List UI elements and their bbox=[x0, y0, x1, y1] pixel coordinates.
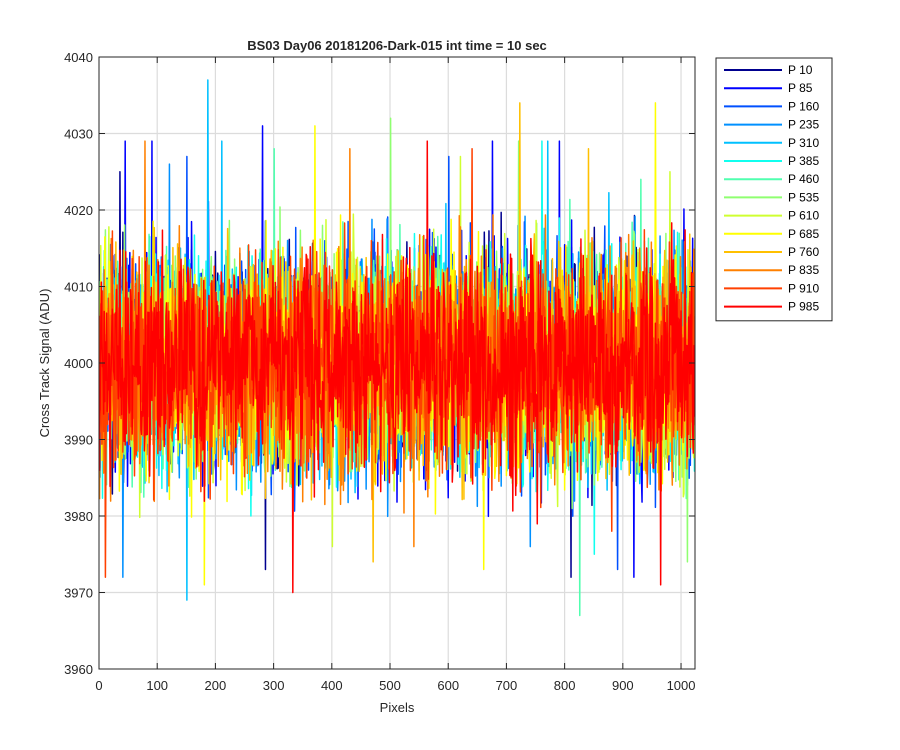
x-tick-label: 0 bbox=[95, 678, 102, 693]
legend-label: P 385 bbox=[788, 154, 819, 168]
legend-item[interactable]: P 460 bbox=[724, 172, 819, 186]
y-axis-label: Cross Track Signal (ADU) bbox=[37, 289, 52, 438]
legend-item[interactable]: P 835 bbox=[724, 263, 819, 277]
x-tick-label: 700 bbox=[496, 678, 518, 693]
legend-label: P 460 bbox=[788, 172, 819, 186]
x-tick-label: 100 bbox=[146, 678, 168, 693]
x-axis-label: Pixels bbox=[380, 700, 415, 715]
legend-item[interactable]: P 385 bbox=[724, 154, 819, 168]
legend-item[interactable]: P 535 bbox=[724, 190, 819, 204]
series-group bbox=[99, 79, 695, 617]
y-tick-label: 4010 bbox=[64, 280, 93, 295]
x-tick-label: 600 bbox=[437, 678, 459, 693]
y-tick-label: 3960 bbox=[64, 662, 93, 677]
legend-item[interactable]: P 10 bbox=[724, 63, 813, 77]
legend-label: P 910 bbox=[788, 281, 819, 295]
legend-label: P 760 bbox=[788, 245, 819, 259]
x-tick-label: 1000 bbox=[667, 678, 696, 693]
y-tick-label: 3970 bbox=[64, 586, 93, 601]
legend-label: P 310 bbox=[788, 136, 819, 150]
legend-item[interactable]: P 760 bbox=[724, 245, 819, 259]
legend-item[interactable]: P 985 bbox=[724, 300, 819, 314]
x-tick-label: 200 bbox=[205, 678, 227, 693]
legend-label: P 610 bbox=[788, 209, 819, 223]
x-tick-label: 400 bbox=[321, 678, 343, 693]
legend-item[interactable]: P 685 bbox=[724, 227, 819, 241]
legend-label: P 160 bbox=[788, 99, 819, 113]
x-tick-label: 800 bbox=[554, 678, 576, 693]
legend-label: P 235 bbox=[788, 118, 819, 132]
legend-label: P 835 bbox=[788, 263, 819, 277]
legend-item[interactable]: P 160 bbox=[724, 99, 819, 113]
y-tick-label: 3990 bbox=[64, 433, 93, 448]
x-tick-label: 900 bbox=[612, 678, 634, 693]
y-tick-label: 4020 bbox=[64, 203, 93, 218]
legend-box bbox=[715, 57, 833, 322]
y-tick-label: 4030 bbox=[64, 127, 93, 142]
legend-item[interactable]: P 235 bbox=[724, 118, 819, 132]
ticks: 0 100 200 300 400 500 600 700 800 900 1000 3960 3970… bbox=[64, 50, 695, 693]
legend-item[interactable]: P 85 bbox=[724, 81, 813, 95]
legend-label: P 85 bbox=[788, 81, 813, 95]
legend-label: P 10 bbox=[788, 63, 813, 77]
y-tick-label: 3980 bbox=[64, 509, 93, 524]
legend-item[interactable]: P 610 bbox=[724, 209, 819, 223]
y-tick-label: 4040 bbox=[64, 50, 93, 65]
series-line bbox=[99, 140, 695, 594]
legend-item[interactable]: P 910 bbox=[724, 281, 819, 295]
x-tick-label: 500 bbox=[379, 678, 401, 693]
legend-label: P 685 bbox=[788, 227, 819, 241]
legend-label: P 535 bbox=[788, 190, 819, 204]
legend-label: P 985 bbox=[788, 300, 819, 314]
chart-title: BS03 Day06 20181206-Dark-015 int time = … bbox=[247, 38, 547, 53]
legend-item[interactable]: P 310 bbox=[724, 136, 819, 150]
y-tick-label: 4000 bbox=[64, 356, 93, 371]
legend[interactable]: P 10 P 85 P 160 P 235 P 310 P 385 P 460 P 535 P … bbox=[715, 57, 833, 322]
x-tick-label: 300 bbox=[263, 678, 285, 693]
